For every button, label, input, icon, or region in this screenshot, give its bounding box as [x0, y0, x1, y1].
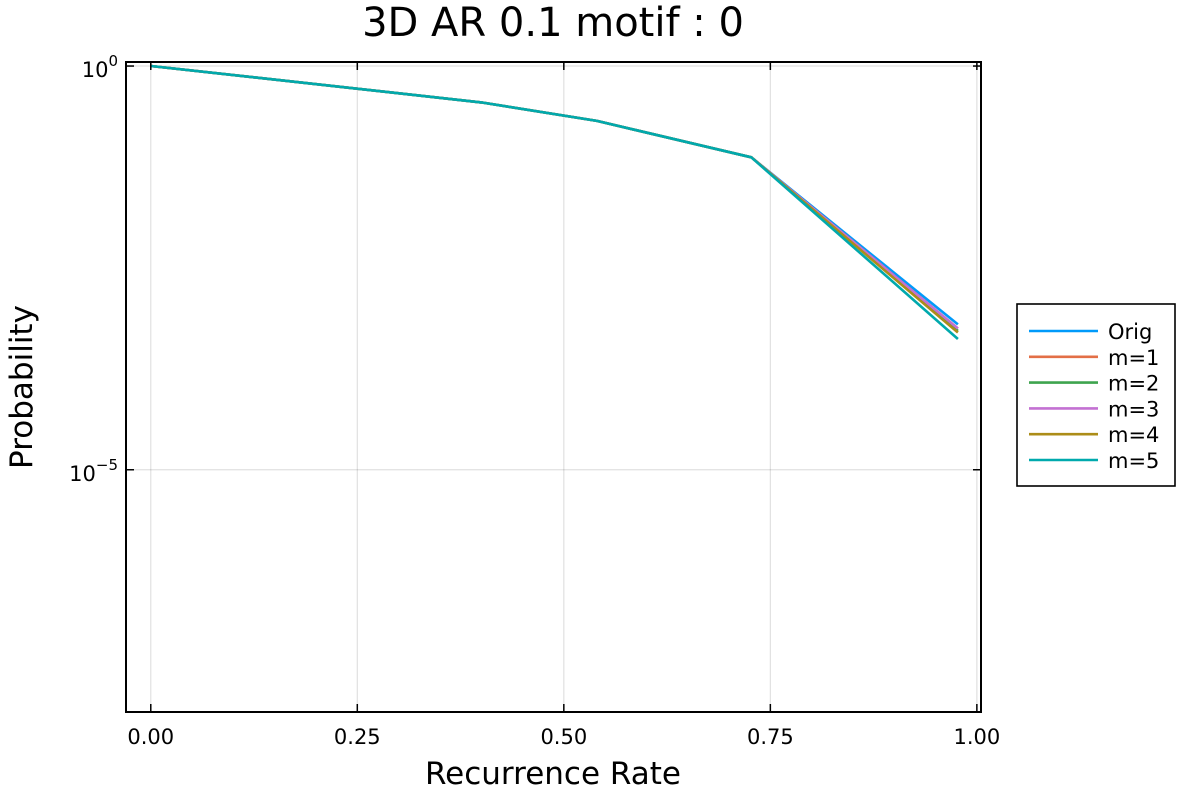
series-line	[150, 64, 959, 332]
y-tick-label: 10−5	[69, 456, 118, 486]
x-tick-label: 1.00	[953, 725, 1000, 749]
x-tick-label: 0.50	[540, 725, 587, 749]
grid-lines	[126, 62, 981, 712]
y-axis-ticks: 100 10−5	[69, 52, 981, 486]
y-axis-label: Probability	[4, 305, 40, 469]
series-line	[150, 64, 959, 334]
series-line	[150, 64, 959, 330]
legend-label: m=3	[1108, 397, 1159, 421]
legend-label: m=1	[1108, 346, 1159, 370]
y-tick-label: 100	[82, 52, 118, 82]
series-line	[150, 64, 959, 330]
series-line	[150, 64, 959, 340]
series-line	[150, 64, 959, 326]
legend-label: m=2	[1108, 372, 1159, 396]
legend-box	[1016, 303, 1176, 487]
legend-label: m=4	[1108, 423, 1159, 447]
x-tick-label: 0.75	[747, 725, 794, 749]
legend-label: m=5	[1108, 449, 1159, 473]
legend-label: Orig	[1108, 320, 1152, 344]
plot-frame	[125, 61, 982, 713]
x-axis-label: Recurrence Rate	[425, 756, 681, 792]
x-tick-label: 0.00	[127, 725, 174, 749]
x-tick-label: 0.25	[334, 725, 381, 749]
x-axis-ticks: 0.00 0.25 0.50 0.75 1.00	[127, 62, 1000, 749]
series-lines	[150, 64, 959, 340]
chart-title: 3D AR 0.1 motif : 0	[362, 0, 744, 46]
